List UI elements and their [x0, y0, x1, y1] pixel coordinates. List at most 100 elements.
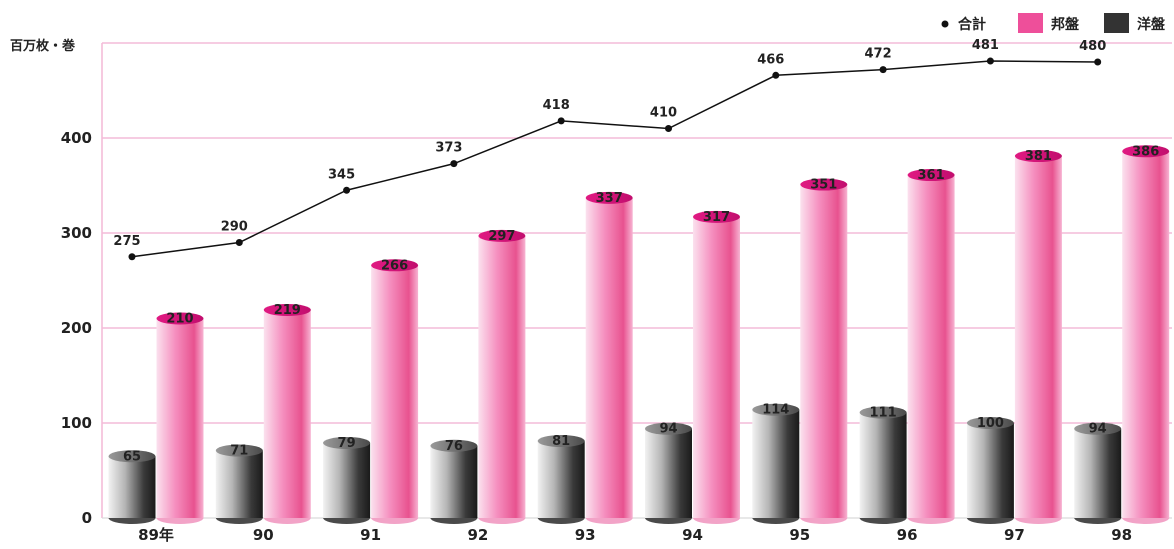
bar-body: [585, 197, 633, 518]
total-point: [1094, 58, 1102, 66]
total-value-label: 418: [543, 98, 570, 113]
bar-body: [907, 175, 955, 519]
total-point: [235, 239, 243, 246]
bar-body: [323, 442, 371, 518]
bar-cap: [752, 403, 800, 416]
total-point: [450, 160, 458, 168]
legend-item: 邦盤: [1018, 13, 1080, 33]
bar-value-label: 361: [918, 168, 945, 183]
bar-value-label: 266: [381, 258, 408, 273]
bar-body: [430, 445, 478, 518]
bar-value-label: 111: [870, 406, 897, 421]
total-value-label: 410: [650, 106, 677, 121]
bar-yoban: [323, 436, 371, 524]
labels-layer: 65 71 79 76 81 94 114 111 100 94 210 219 266 297 337 31…: [113, 38, 1159, 464]
bar-hoban: [156, 312, 204, 524]
total-value-label: 373: [435, 141, 462, 156]
bar-value-label: 337: [596, 191, 623, 206]
total-value-label: 345: [328, 167, 355, 182]
total-value-label: 480: [1079, 39, 1106, 54]
bar-cap: [800, 178, 848, 191]
bar-value-label: 100: [977, 416, 1004, 431]
bar-body: [966, 423, 1014, 518]
bar-body: [1014, 156, 1062, 519]
total-point: [986, 57, 994, 65]
bar-cap: [156, 312, 204, 325]
total-value-label: 275: [113, 234, 140, 249]
axis-layer: 0 100 200 300 400 89年 90 91 92 93 94 95 96 97 98: [61, 129, 1132, 544]
bar-hoban: [1122, 145, 1170, 524]
legend-item: 合計: [941, 16, 986, 33]
total-value-label: 472: [865, 47, 892, 62]
bar-body: [215, 450, 263, 518]
bar-value-label: 94: [659, 422, 677, 437]
bar-cap: [371, 259, 419, 272]
x-tick-label: 94: [682, 526, 703, 544]
y-tick-label: 400: [61, 129, 92, 147]
bar-body: [1122, 151, 1170, 519]
bar-value-label: 381: [1025, 149, 1052, 164]
bar-hoban: [263, 303, 311, 524]
bar-body: [859, 412, 907, 518]
total-value-label: 481: [972, 38, 999, 53]
bar-body: [156, 318, 204, 518]
total-line: [131, 60, 1098, 258]
bar-cap: [263, 303, 311, 316]
bar-hoban: [371, 259, 419, 524]
legend-label: 邦盤: [1051, 16, 1080, 33]
total-value-label: 290: [221, 220, 248, 235]
bar-value-label: 114: [762, 403, 789, 418]
bar-value-label: 297: [488, 229, 515, 244]
x-tick-label: 91: [360, 526, 381, 544]
legend-item: 洋盤: [1104, 13, 1166, 33]
bar-yoban: [1074, 422, 1122, 524]
legend-swatch-dark: [1104, 13, 1129, 33]
bar-cap: [907, 169, 955, 182]
bar-cap: [430, 439, 478, 452]
legend-label: 洋盤: [1137, 16, 1166, 33]
bar-cap: [1122, 145, 1170, 158]
bar-hoban: [693, 210, 740, 524]
bar-cap: [108, 450, 156, 463]
bar-yoban: [966, 417, 1014, 524]
bar-yoban: [430, 439, 478, 524]
bar-cap: [215, 444, 263, 457]
bar-hoban: [800, 178, 848, 524]
bar-hoban: [1014, 150, 1062, 524]
bar-cap: [537, 435, 585, 448]
total-point: [665, 125, 672, 132]
bar-yoban: [752, 403, 800, 524]
total-point: [879, 66, 887, 74]
bar-hoban: [585, 191, 633, 524]
bar-cap: [693, 210, 740, 223]
bar-value-label: 79: [338, 436, 356, 451]
bar-value-label: 81: [552, 434, 570, 449]
bar-value-label: 71: [230, 444, 248, 459]
bar-value-label: 94: [1089, 422, 1107, 437]
total-point: [343, 186, 351, 194]
legend: 合計 邦盤 洋盤: [941, 13, 1166, 33]
x-tick-label: 93: [575, 526, 596, 544]
bar-cap: [859, 406, 907, 419]
bar-body: [263, 309, 311, 518]
bar-value-label: 210: [166, 312, 193, 327]
bar-hoban: [907, 169, 955, 524]
x-tick-label: 96: [897, 526, 918, 544]
bar-yoban: [645, 422, 692, 524]
bar-value-label: 65: [123, 449, 141, 464]
bar-body: [645, 428, 692, 518]
bar-yoban: [859, 406, 907, 524]
bar-yoban: [215, 444, 263, 524]
y-axis-title: 百万枚・巻: [10, 38, 76, 54]
bar-body: [478, 235, 526, 518]
x-tick-label: 97: [1004, 526, 1025, 544]
x-tick-label: 90: [253, 526, 274, 544]
bar-value-label: 386: [1132, 144, 1159, 159]
bar-cap: [323, 436, 371, 449]
legend-swatch-pink: [1018, 13, 1043, 33]
bar-hoban: [478, 229, 526, 524]
bar-cap: [645, 422, 692, 435]
bar-yoban: [537, 435, 585, 524]
total-point: [557, 117, 565, 125]
